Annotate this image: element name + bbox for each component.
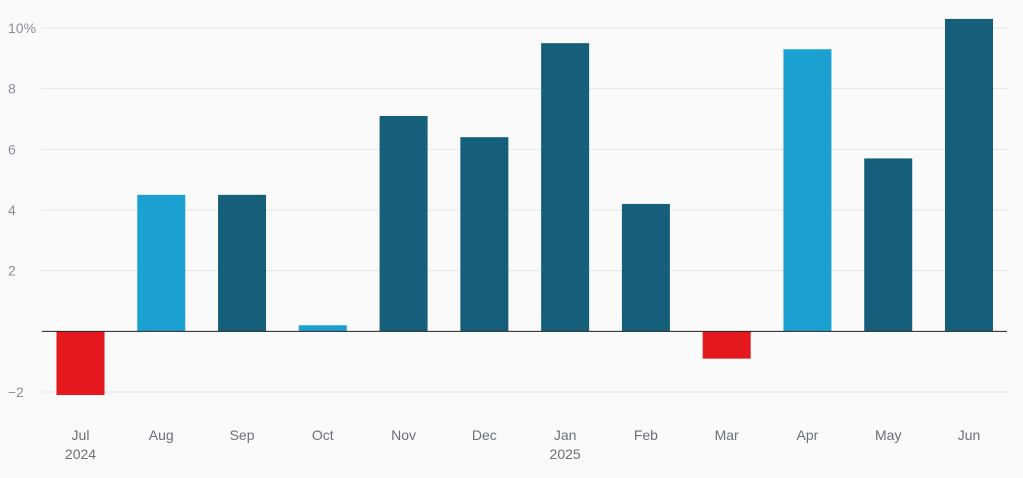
x-axis-category-labels: Jul 2024 Aug Sep Oct Nov Dec Jan 2025 Feb Mar Apr Ma… <box>65 427 980 462</box>
bar-may <box>864 158 913 332</box>
y-tick-label: 4 <box>8 202 16 218</box>
bar-sep <box>218 194 267 332</box>
bar-jun <box>945 18 993 332</box>
grid-lines <box>42 27 1007 393</box>
bar-jul <box>56 331 105 396</box>
y-tick-label: −2 <box>8 384 24 400</box>
y-tick-label: 8 <box>8 81 16 97</box>
x-tick-label: Oct <box>312 427 334 443</box>
x-tick-label: Dec <box>472 427 497 443</box>
x-year-label: 2024 <box>65 446 96 462</box>
bar-mar <box>702 331 751 359</box>
x-tick-label: Sep <box>230 427 255 443</box>
y-tick-label: 2 <box>8 263 16 279</box>
y-tick-label: 6 <box>8 141 16 157</box>
x-tick-label: Nov <box>391 427 416 443</box>
bar-feb <box>621 203 670 332</box>
bar-jan <box>541 43 590 332</box>
y-tick-label: 10% <box>8 20 36 36</box>
y-axis-tick-labels: 10% 8 6 4 2 −2 <box>8 20 36 400</box>
bars <box>56 18 993 396</box>
x-tick-label: Mar <box>715 427 739 443</box>
x-tick-label: May <box>875 427 901 443</box>
bar-nov <box>379 115 428 332</box>
x-tick-label: Aug <box>149 427 174 443</box>
x-year-label: 2025 <box>550 446 581 462</box>
x-tick-label: Apr <box>797 427 819 443</box>
bar-oct <box>298 325 347 332</box>
bar-aug <box>137 194 186 332</box>
bar-apr <box>783 49 832 332</box>
x-tick-label: Jul <box>72 427 90 443</box>
x-tick-label: Jan <box>554 427 577 443</box>
x-tick-label: Feb <box>634 427 658 443</box>
x-tick-label: Jun <box>958 427 981 443</box>
bar-dec <box>460 137 509 332</box>
